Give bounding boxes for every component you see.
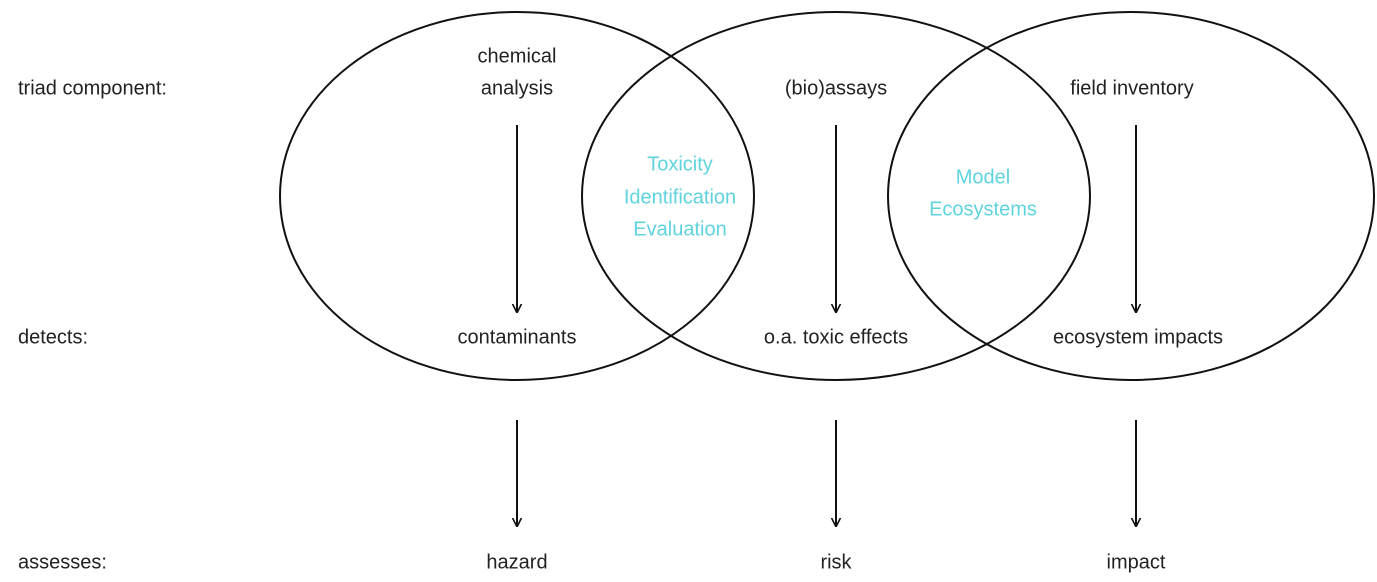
circle-bioassays: [581, 11, 1091, 381]
overlap-label: Identification: [624, 186, 736, 208]
detects: o.a. toxic effects: [764, 326, 908, 348]
row-label: triad component:: [18, 77, 167, 99]
circle-chemistry: [279, 11, 755, 381]
assesses: risk: [820, 551, 852, 573]
component: (bio)assays: [785, 77, 887, 99]
overlap-label: Model: [956, 166, 1010, 188]
component: chemical: [478, 45, 557, 67]
row-label: detects:: [18, 326, 88, 348]
component: analysis: [481, 77, 553, 99]
arrows: [517, 125, 1136, 526]
overlap-label: Toxicity: [647, 153, 713, 175]
assesses: impact: [1107, 551, 1166, 573]
row-label: assesses:: [18, 551, 107, 573]
assesses: hazard: [486, 551, 547, 573]
circle-field: [887, 11, 1375, 381]
detects: contaminants: [458, 326, 577, 348]
overlap-label: Evaluation: [633, 218, 726, 240]
overlap-label: Ecosystems: [929, 198, 1037, 220]
component: field inventory: [1070, 77, 1193, 99]
detects: ecosystem impacts: [1053, 326, 1223, 348]
